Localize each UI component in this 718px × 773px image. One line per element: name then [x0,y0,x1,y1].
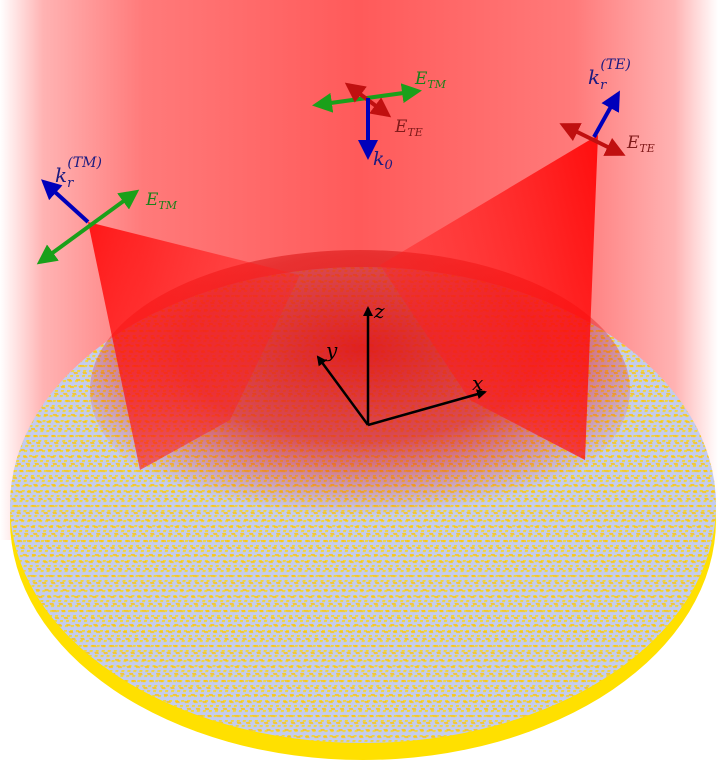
axis-x-label: x [472,371,483,395]
reflected-beam-te [380,135,598,460]
reflected-tm-vectors: kr(TM) ETM [36,155,178,265]
axis-z-label: z [373,299,385,323]
coordinate-axes: z x y [316,299,487,427]
axis-x-line [367,389,487,427]
right-k-label: kr(TE) [588,57,631,93]
axis-y-label: y [325,338,338,362]
axis-y-line [316,355,370,426]
incident-e-te-label: ETE [394,117,423,139]
left-e-tm-label: ETM [145,190,178,212]
reflected-te-vectors: kr(TE) ETE [559,57,655,156]
incident-field-vectors: ETM ETE k0 [312,69,447,173]
incident-e-tm-label: ETM [414,69,447,91]
reflected-beam-tm [88,222,300,470]
left-k-label: kr(TM) [55,155,102,191]
incident-k-label: k0 [373,148,393,173]
right-e-te-arrow [559,123,626,156]
right-e-te-label: ETE [626,133,655,155]
left-e-tm-arrow [36,189,140,265]
